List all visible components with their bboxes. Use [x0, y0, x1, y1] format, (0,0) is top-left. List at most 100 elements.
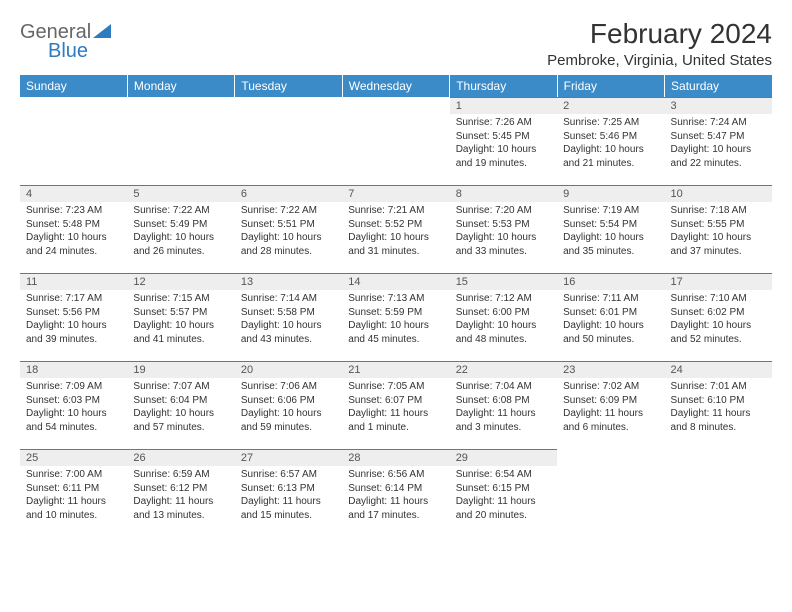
day-number: 4 [20, 185, 127, 202]
day-data: Sunrise: 7:00 AMSunset: 6:11 PMDaylight:… [20, 466, 127, 528]
day-number: 11 [20, 273, 127, 290]
day-data: Sunrise: 7:04 AMSunset: 6:08 PMDaylight:… [450, 378, 557, 440]
calendar-table: Sunday Monday Tuesday Wednesday Thursday… [20, 75, 772, 537]
calendar-day-cell [342, 97, 449, 185]
calendar-day-cell: 4Sunrise: 7:23 AMSunset: 5:48 PMDaylight… [20, 185, 127, 273]
calendar-day-cell: 24Sunrise: 7:01 AMSunset: 6:10 PMDayligh… [665, 361, 772, 449]
day-data: Sunrise: 7:17 AMSunset: 5:56 PMDaylight:… [20, 290, 127, 352]
day-data: Sunrise: 7:18 AMSunset: 5:55 PMDaylight:… [665, 202, 772, 264]
page-title: February 2024 [547, 18, 772, 50]
calendar-day-cell [20, 97, 127, 185]
day-number: 8 [450, 185, 557, 202]
calendar-day-cell: 22Sunrise: 7:04 AMSunset: 6:08 PMDayligh… [450, 361, 557, 449]
day-data: Sunrise: 7:19 AMSunset: 5:54 PMDaylight:… [557, 202, 664, 264]
day-number: 20 [235, 361, 342, 378]
day-data: Sunrise: 7:11 AMSunset: 6:01 PMDaylight:… [557, 290, 664, 352]
day-number: 7 [342, 185, 449, 202]
calendar-day-cell: 15Sunrise: 7:12 AMSunset: 6:00 PMDayligh… [450, 273, 557, 361]
day-number: 18 [20, 361, 127, 378]
day-data: Sunrise: 7:05 AMSunset: 6:07 PMDaylight:… [342, 378, 449, 440]
calendar-day-cell: 20Sunrise: 7:06 AMSunset: 6:06 PMDayligh… [235, 361, 342, 449]
page-subtitle: Pembroke, Virginia, United States [547, 52, 772, 69]
day-number: 10 [665, 185, 772, 202]
calendar-week-row: 11Sunrise: 7:17 AMSunset: 5:56 PMDayligh… [20, 273, 772, 361]
calendar-week-row: 4Sunrise: 7:23 AMSunset: 5:48 PMDaylight… [20, 185, 772, 273]
day-number: 3 [665, 97, 772, 114]
day-data: Sunrise: 6:59 AMSunset: 6:12 PMDaylight:… [127, 466, 234, 528]
calendar-day-cell [127, 97, 234, 185]
day-number: 28 [342, 449, 449, 466]
day-data: Sunrise: 7:25 AMSunset: 5:46 PMDaylight:… [557, 114, 664, 176]
calendar-day-cell [557, 449, 664, 537]
calendar-day-cell: 17Sunrise: 7:10 AMSunset: 6:02 PMDayligh… [665, 273, 772, 361]
calendar-day-cell: 10Sunrise: 7:18 AMSunset: 5:55 PMDayligh… [665, 185, 772, 273]
day-number: 6 [235, 185, 342, 202]
day-number: 24 [665, 361, 772, 378]
day-data: Sunrise: 7:13 AMSunset: 5:59 PMDaylight:… [342, 290, 449, 352]
header: General Blue February 2024 Pembroke, Vir… [20, 18, 772, 69]
day-data: Sunrise: 6:57 AMSunset: 6:13 PMDaylight:… [235, 466, 342, 528]
day-number: 17 [665, 273, 772, 290]
day-number: 25 [20, 449, 127, 466]
day-number: 1 [450, 97, 557, 114]
day-data: Sunrise: 7:09 AMSunset: 6:03 PMDaylight:… [20, 378, 127, 440]
day-data: Sunrise: 7:21 AMSunset: 5:52 PMDaylight:… [342, 202, 449, 264]
day-data: Sunrise: 7:06 AMSunset: 6:06 PMDaylight:… [235, 378, 342, 440]
calendar-day-cell: 25Sunrise: 7:00 AMSunset: 6:11 PMDayligh… [20, 449, 127, 537]
calendar-week-row: 25Sunrise: 7:00 AMSunset: 6:11 PMDayligh… [20, 449, 772, 537]
calendar-day-cell [235, 97, 342, 185]
day-number: 13 [235, 273, 342, 290]
day-number: 15 [450, 273, 557, 290]
day-data: Sunrise: 7:07 AMSunset: 6:04 PMDaylight:… [127, 378, 234, 440]
weekday-header: Wednesday [342, 75, 449, 97]
calendar-day-cell: 16Sunrise: 7:11 AMSunset: 6:01 PMDayligh… [557, 273, 664, 361]
calendar-week-row: 18Sunrise: 7:09 AMSunset: 6:03 PMDayligh… [20, 361, 772, 449]
day-number: 26 [127, 449, 234, 466]
day-data: Sunrise: 7:24 AMSunset: 5:47 PMDaylight:… [665, 114, 772, 176]
calendar-day-cell: 8Sunrise: 7:20 AMSunset: 5:53 PMDaylight… [450, 185, 557, 273]
day-data: Sunrise: 7:20 AMSunset: 5:53 PMDaylight:… [450, 202, 557, 264]
calendar-day-cell: 9Sunrise: 7:19 AMSunset: 5:54 PMDaylight… [557, 185, 664, 273]
day-data: Sunrise: 7:02 AMSunset: 6:09 PMDaylight:… [557, 378, 664, 440]
calendar-day-cell: 29Sunrise: 6:54 AMSunset: 6:15 PMDayligh… [450, 449, 557, 537]
day-number: 21 [342, 361, 449, 378]
weekday-header: Thursday [450, 75, 557, 97]
calendar-day-cell: 14Sunrise: 7:13 AMSunset: 5:59 PMDayligh… [342, 273, 449, 361]
day-data: Sunrise: 7:23 AMSunset: 5:48 PMDaylight:… [20, 202, 127, 264]
calendar-day-cell: 11Sunrise: 7:17 AMSunset: 5:56 PMDayligh… [20, 273, 127, 361]
calendar-day-cell: 3Sunrise: 7:24 AMSunset: 5:47 PMDaylight… [665, 97, 772, 185]
day-data: Sunrise: 7:15 AMSunset: 5:57 PMDaylight:… [127, 290, 234, 352]
calendar-day-cell: 26Sunrise: 6:59 AMSunset: 6:12 PMDayligh… [127, 449, 234, 537]
calendar-day-cell: 27Sunrise: 6:57 AMSunset: 6:13 PMDayligh… [235, 449, 342, 537]
calendar-day-cell: 19Sunrise: 7:07 AMSunset: 6:04 PMDayligh… [127, 361, 234, 449]
logo: General Blue [20, 18, 111, 61]
calendar-day-cell: 23Sunrise: 7:02 AMSunset: 6:09 PMDayligh… [557, 361, 664, 449]
day-data: Sunrise: 7:14 AMSunset: 5:58 PMDaylight:… [235, 290, 342, 352]
day-number: 22 [450, 361, 557, 378]
weekday-header: Sunday [20, 75, 127, 97]
calendar-day-cell: 7Sunrise: 7:21 AMSunset: 5:52 PMDaylight… [342, 185, 449, 273]
calendar-week-row: 1Sunrise: 7:26 AMSunset: 5:45 PMDaylight… [20, 97, 772, 185]
calendar-day-cell: 13Sunrise: 7:14 AMSunset: 5:58 PMDayligh… [235, 273, 342, 361]
weekday-header-row: Sunday Monday Tuesday Wednesday Thursday… [20, 75, 772, 97]
calendar-day-cell: 18Sunrise: 7:09 AMSunset: 6:03 PMDayligh… [20, 361, 127, 449]
weekday-header: Tuesday [235, 75, 342, 97]
calendar-day-cell: 2Sunrise: 7:25 AMSunset: 5:46 PMDaylight… [557, 97, 664, 185]
day-data: Sunrise: 6:54 AMSunset: 6:15 PMDaylight:… [450, 466, 557, 528]
day-data: Sunrise: 7:22 AMSunset: 5:51 PMDaylight:… [235, 202, 342, 264]
day-data: Sunrise: 7:26 AMSunset: 5:45 PMDaylight:… [450, 114, 557, 176]
weekday-header: Friday [557, 75, 664, 97]
calendar-day-cell: 12Sunrise: 7:15 AMSunset: 5:57 PMDayligh… [127, 273, 234, 361]
day-number: 9 [557, 185, 664, 202]
calendar-day-cell: 28Sunrise: 6:56 AMSunset: 6:14 PMDayligh… [342, 449, 449, 537]
day-data: Sunrise: 6:56 AMSunset: 6:14 PMDaylight:… [342, 466, 449, 528]
calendar-day-cell: 1Sunrise: 7:26 AMSunset: 5:45 PMDaylight… [450, 97, 557, 185]
weekday-header: Monday [127, 75, 234, 97]
day-number: 29 [450, 449, 557, 466]
day-number: 2 [557, 97, 664, 114]
day-number: 19 [127, 361, 234, 378]
day-data: Sunrise: 7:01 AMSunset: 6:10 PMDaylight:… [665, 378, 772, 440]
calendar-day-cell: 21Sunrise: 7:05 AMSunset: 6:07 PMDayligh… [342, 361, 449, 449]
calendar-day-cell: 6Sunrise: 7:22 AMSunset: 5:51 PMDaylight… [235, 185, 342, 273]
weekday-header: Saturday [665, 75, 772, 97]
